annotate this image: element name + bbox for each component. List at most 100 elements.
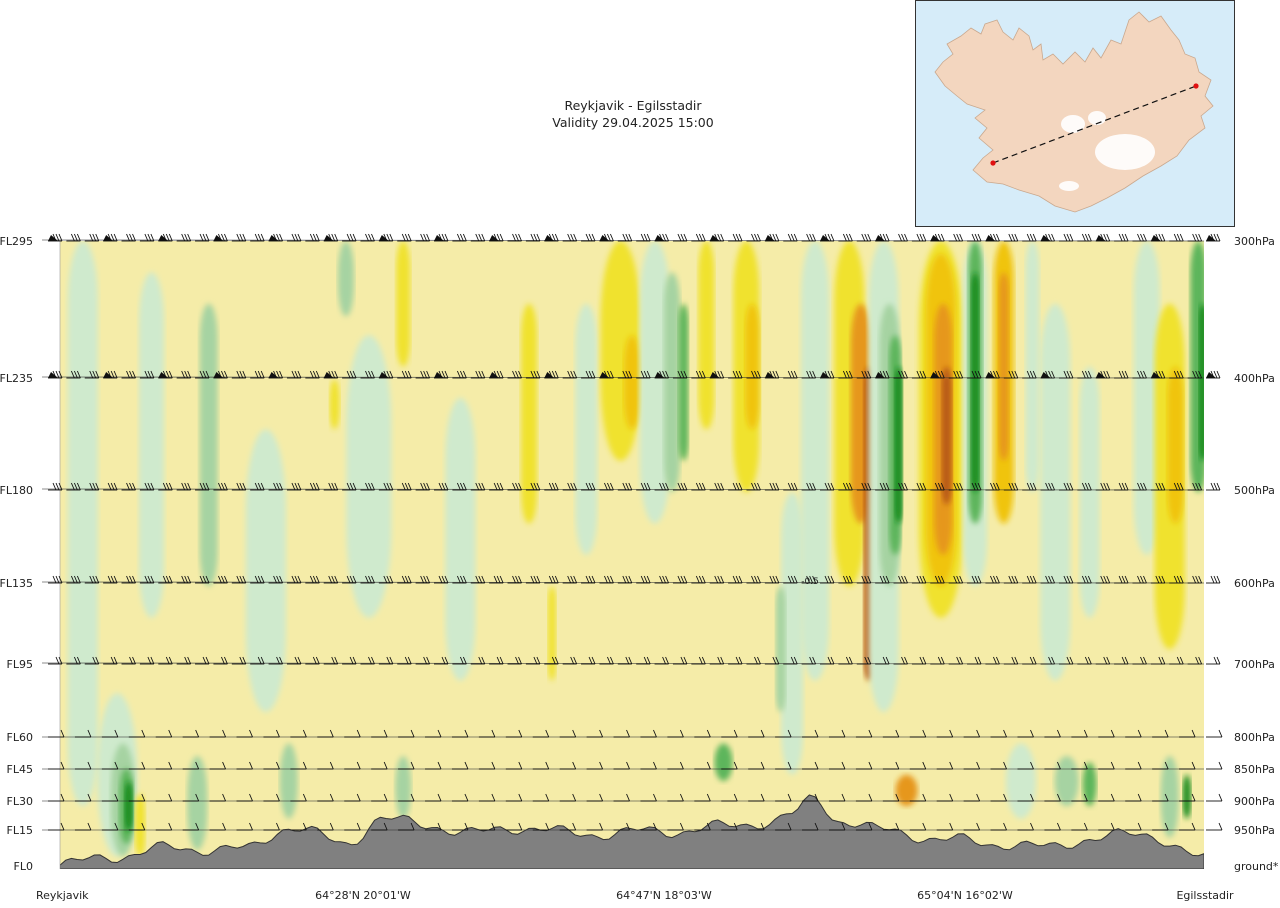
wind-barb (1187, 482, 1203, 491)
wind-barb (434, 575, 449, 584)
wind-barb (286, 656, 302, 665)
wind-barb (1040, 575, 1055, 584)
field-cell (1040, 303, 1071, 681)
wind-barb (489, 656, 504, 665)
field-cell (187, 755, 208, 851)
wind-barb (231, 370, 247, 379)
wind-barb (360, 233, 375, 242)
glacier-langjokull (1061, 115, 1085, 133)
wind-barb (478, 729, 496, 738)
right-axis-label: 900hPa (1234, 795, 1275, 808)
left-axis-label: FL180 (0, 484, 33, 497)
field-cell (521, 303, 538, 524)
left-axis-label: FL95 (7, 658, 33, 671)
wind-barb (721, 793, 738, 802)
wind-barb (911, 233, 927, 242)
wind-barb (1187, 575, 1203, 584)
wind-barb (748, 793, 765, 802)
wind-barb (101, 822, 119, 831)
wind-barb (636, 575, 651, 584)
wind-barb (640, 761, 657, 770)
glacier-myrdalsjokull (1059, 181, 1079, 191)
wind-barb (893, 370, 908, 379)
wind-barb (875, 575, 890, 584)
wind-barb (250, 656, 265, 665)
field-cell (698, 241, 715, 430)
wind-barb (802, 822, 819, 831)
wind-barb (640, 822, 657, 831)
wind-barb (470, 656, 486, 665)
wind-barb (1169, 482, 1184, 491)
left-axis-label: FL0 (14, 860, 33, 873)
wind-barb (378, 482, 394, 491)
wind-barb (1022, 233, 1037, 242)
right-axis-label: 800hPa (1234, 731, 1275, 744)
wind-barb (856, 656, 872, 665)
wind-barb (985, 656, 1000, 665)
wind-barb (1114, 656, 1129, 665)
wind-barb (746, 482, 761, 491)
wind-barb (746, 656, 761, 665)
wind-barb (103, 233, 118, 242)
wind-barb (1077, 482, 1092, 491)
wind-barb (182, 793, 200, 802)
wind-barb (748, 761, 765, 770)
right-axis-label: 400hPa (1234, 372, 1275, 385)
wind-barb (654, 482, 669, 491)
field-cell (346, 335, 392, 618)
wind-barb (371, 729, 388, 738)
field-cell (547, 586, 556, 681)
right-axis-label: 850hPa (1234, 763, 1275, 776)
field-cell (1082, 762, 1097, 807)
wind-barb (323, 370, 339, 379)
wind-barb (1003, 233, 1019, 242)
wind-barb (948, 482, 964, 491)
wind-barb (415, 370, 431, 379)
wind-barb (1017, 761, 1034, 770)
wind-barb (121, 370, 136, 379)
right-axis-label: 600hPa (1234, 577, 1275, 590)
wind-barb (802, 729, 819, 738)
wind-barb (360, 370, 375, 379)
wind-barb (397, 233, 412, 242)
wind-barb (909, 822, 927, 831)
wind-barbs (48, 233, 1223, 831)
wind-barb (856, 482, 872, 491)
wind-barb (909, 761, 927, 770)
wind-barb (963, 793, 981, 802)
wind-barb (305, 233, 320, 242)
wind-barb (66, 482, 81, 491)
wind-barb (121, 233, 136, 242)
wind-barb (1022, 656, 1037, 665)
wind-barb (911, 656, 927, 665)
wind-barb (667, 793, 684, 802)
wind-barb (562, 233, 578, 242)
wind-barb (802, 761, 819, 770)
wind-barb (936, 822, 954, 831)
wind-barb (489, 482, 504, 491)
wind-barb (128, 761, 146, 770)
wind-barb (882, 822, 900, 831)
wind-barb (1044, 761, 1061, 770)
wind-barb (48, 233, 63, 242)
wind-barb (967, 575, 982, 584)
wind-barb (1040, 482, 1055, 491)
wind-barb (451, 793, 469, 802)
wind-barb (1003, 482, 1019, 491)
wind-barb (820, 233, 835, 242)
wind-barb (344, 761, 361, 770)
wind-barb (286, 233, 302, 242)
x-axis-label: 64°47'N 18°03'W (616, 889, 712, 902)
field-cell (801, 241, 830, 681)
wind-barb (176, 482, 192, 491)
wind-barb (344, 822, 361, 831)
wind-barb (360, 656, 375, 665)
wind-barb (875, 233, 890, 242)
wind-barb (746, 233, 761, 242)
wind-barb (728, 233, 743, 242)
x-axis-label: Reykjavik (36, 889, 89, 902)
wind-barb (48, 761, 65, 770)
wind-barb (317, 761, 334, 770)
wind-barb (532, 729, 550, 738)
field-cell (998, 272, 1009, 461)
